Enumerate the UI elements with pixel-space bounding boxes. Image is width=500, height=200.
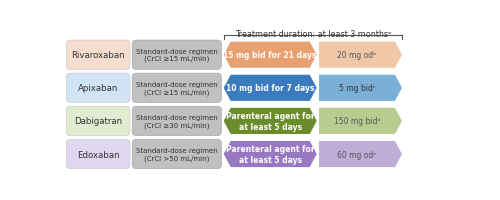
Text: Apixaban: Apixaban xyxy=(78,84,118,93)
Polygon shape xyxy=(224,141,316,167)
Text: Standard-dose regimen
(CrCl ≥15 mL/min): Standard-dose regimen (CrCl ≥15 mL/min) xyxy=(136,82,218,95)
FancyBboxPatch shape xyxy=(132,140,222,169)
Text: Standard-dose regimen
(CrCl ≥15 mL/min): Standard-dose regimen (CrCl ≥15 mL/min) xyxy=(136,49,218,62)
FancyBboxPatch shape xyxy=(66,140,130,169)
FancyBboxPatch shape xyxy=(132,41,222,70)
Text: Rivaroxaban: Rivaroxaban xyxy=(72,51,125,60)
Text: 5 mg bidᶜ: 5 mg bidᶜ xyxy=(338,84,376,93)
Polygon shape xyxy=(224,108,316,134)
FancyBboxPatch shape xyxy=(132,107,222,136)
Text: Dabigatran: Dabigatran xyxy=(74,117,122,126)
Polygon shape xyxy=(319,42,402,68)
Polygon shape xyxy=(319,75,402,101)
FancyBboxPatch shape xyxy=(132,74,222,103)
Text: Parenteral agent for
at least 5 days: Parenteral agent for at least 5 days xyxy=(226,145,314,164)
Text: Standard-dose regimen
(CrCl >50 mL/min): Standard-dose regimen (CrCl >50 mL/min) xyxy=(136,148,218,161)
Text: 15 mg bid for 21 days: 15 mg bid for 21 days xyxy=(224,51,317,60)
FancyBboxPatch shape xyxy=(66,41,130,70)
Text: 10 mg bid for 7 days: 10 mg bid for 7 days xyxy=(226,84,314,93)
FancyBboxPatch shape xyxy=(66,74,130,103)
Text: 60 mg odᵉ: 60 mg odᵉ xyxy=(338,150,376,159)
Polygon shape xyxy=(319,108,402,134)
Text: Edoxaban: Edoxaban xyxy=(77,150,120,159)
Text: 150 mg bidᵈ: 150 mg bidᵈ xyxy=(334,117,380,126)
Text: Parenteral agent for
at least 5 days: Parenteral agent for at least 5 days xyxy=(226,112,314,131)
Text: 20 mg odᵇ: 20 mg odᵇ xyxy=(338,51,376,60)
Polygon shape xyxy=(319,141,402,167)
FancyBboxPatch shape xyxy=(66,107,130,136)
Polygon shape xyxy=(224,42,316,68)
Polygon shape xyxy=(224,75,316,101)
Text: Treatment duration: at least 3 monthsᵃ: Treatment duration: at least 3 monthsᵃ xyxy=(235,30,391,39)
Text: Standard-dose regimen
(CrCl ≥30 mL/min): Standard-dose regimen (CrCl ≥30 mL/min) xyxy=(136,115,218,128)
